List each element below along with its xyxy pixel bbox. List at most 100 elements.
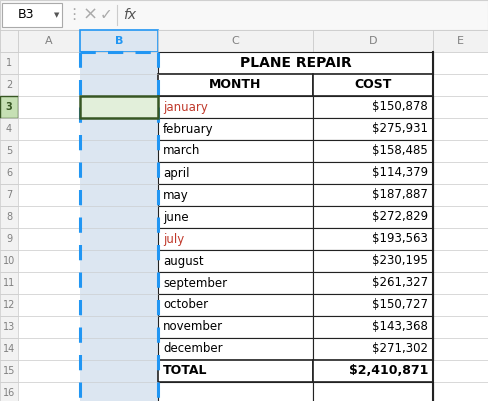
Bar bbox=[313, 272, 433, 294]
Bar bbox=[18, 118, 80, 140]
Bar bbox=[0, 0, 488, 30]
Bar bbox=[313, 382, 433, 401]
Bar bbox=[80, 250, 158, 272]
Bar bbox=[433, 52, 488, 74]
Bar bbox=[18, 206, 80, 228]
Text: ⋮: ⋮ bbox=[66, 8, 81, 22]
Bar bbox=[80, 294, 158, 316]
Text: $158,485: $158,485 bbox=[372, 144, 428, 158]
Bar bbox=[18, 74, 80, 96]
Bar bbox=[158, 74, 313, 96]
Bar bbox=[158, 272, 313, 294]
Text: 5: 5 bbox=[6, 146, 12, 156]
Bar bbox=[80, 272, 158, 294]
Text: E: E bbox=[457, 36, 464, 46]
Bar bbox=[80, 228, 158, 250]
Bar bbox=[158, 360, 313, 382]
Text: 16: 16 bbox=[3, 388, 15, 398]
Text: $193,563: $193,563 bbox=[372, 233, 428, 245]
Text: april: april bbox=[163, 166, 189, 180]
Bar bbox=[80, 96, 158, 118]
Text: 8: 8 bbox=[6, 212, 12, 222]
Bar bbox=[0, 338, 18, 360]
Bar bbox=[433, 96, 488, 118]
Bar bbox=[0, 74, 18, 96]
Text: ▼: ▼ bbox=[54, 12, 60, 18]
Text: 6: 6 bbox=[6, 168, 12, 178]
Text: $261,327: $261,327 bbox=[372, 277, 428, 290]
Bar bbox=[313, 74, 433, 96]
Bar bbox=[80, 382, 158, 401]
Bar bbox=[313, 228, 433, 250]
Bar bbox=[0, 162, 18, 184]
Bar bbox=[18, 338, 80, 360]
Bar bbox=[0, 184, 18, 206]
Bar bbox=[433, 382, 488, 401]
Text: 9: 9 bbox=[6, 234, 12, 244]
Bar bbox=[80, 52, 158, 74]
Text: june: june bbox=[163, 211, 189, 223]
Text: 1: 1 bbox=[6, 58, 12, 68]
Text: PLANE REPAIR: PLANE REPAIR bbox=[240, 56, 351, 70]
Text: 15: 15 bbox=[3, 366, 15, 376]
Text: 10: 10 bbox=[3, 256, 15, 266]
Text: TOTAL: TOTAL bbox=[163, 365, 207, 377]
Text: $150,727: $150,727 bbox=[372, 298, 428, 312]
Text: MONTH: MONTH bbox=[209, 79, 262, 91]
Text: october: october bbox=[163, 298, 208, 312]
Text: $230,195: $230,195 bbox=[372, 255, 428, 267]
Bar bbox=[313, 338, 433, 360]
Bar bbox=[158, 162, 313, 184]
Bar bbox=[313, 118, 433, 140]
Bar bbox=[433, 338, 488, 360]
Text: 2: 2 bbox=[6, 80, 12, 90]
Bar bbox=[433, 74, 488, 96]
Bar bbox=[313, 294, 433, 316]
Bar bbox=[158, 118, 313, 140]
Bar bbox=[18, 30, 80, 52]
Bar bbox=[158, 338, 313, 360]
Bar bbox=[313, 250, 433, 272]
Bar bbox=[18, 184, 80, 206]
Bar bbox=[0, 360, 18, 382]
Bar bbox=[80, 338, 158, 360]
Text: march: march bbox=[163, 144, 201, 158]
Bar bbox=[433, 250, 488, 272]
Bar bbox=[313, 360, 433, 382]
Bar bbox=[158, 96, 313, 118]
Text: 14: 14 bbox=[3, 344, 15, 354]
Bar bbox=[433, 316, 488, 338]
Bar bbox=[18, 316, 80, 338]
Text: ✓: ✓ bbox=[100, 8, 112, 22]
Bar bbox=[313, 206, 433, 228]
Bar bbox=[433, 140, 488, 162]
Text: $275,931: $275,931 bbox=[372, 122, 428, 136]
Bar bbox=[80, 118, 158, 140]
Bar bbox=[0, 382, 18, 401]
Text: january: january bbox=[163, 101, 208, 113]
Bar bbox=[18, 382, 80, 401]
Bar bbox=[0, 52, 18, 74]
Text: B: B bbox=[115, 36, 123, 46]
Bar bbox=[158, 228, 313, 250]
Bar bbox=[80, 316, 158, 338]
Bar bbox=[2, 3, 62, 27]
Bar bbox=[313, 316, 433, 338]
Bar bbox=[433, 162, 488, 184]
Bar bbox=[0, 228, 18, 250]
Text: $143,368: $143,368 bbox=[372, 320, 428, 334]
Text: C: C bbox=[232, 36, 240, 46]
Bar bbox=[433, 228, 488, 250]
Bar bbox=[313, 140, 433, 162]
Bar bbox=[80, 74, 158, 96]
Bar bbox=[0, 96, 18, 118]
Bar bbox=[80, 30, 158, 52]
Bar bbox=[80, 162, 158, 184]
Bar bbox=[158, 184, 313, 206]
Bar bbox=[158, 316, 313, 338]
Bar bbox=[313, 30, 433, 52]
Text: $150,878: $150,878 bbox=[372, 101, 428, 113]
Bar bbox=[313, 96, 433, 118]
Text: D: D bbox=[369, 36, 377, 46]
Text: september: september bbox=[163, 277, 227, 290]
